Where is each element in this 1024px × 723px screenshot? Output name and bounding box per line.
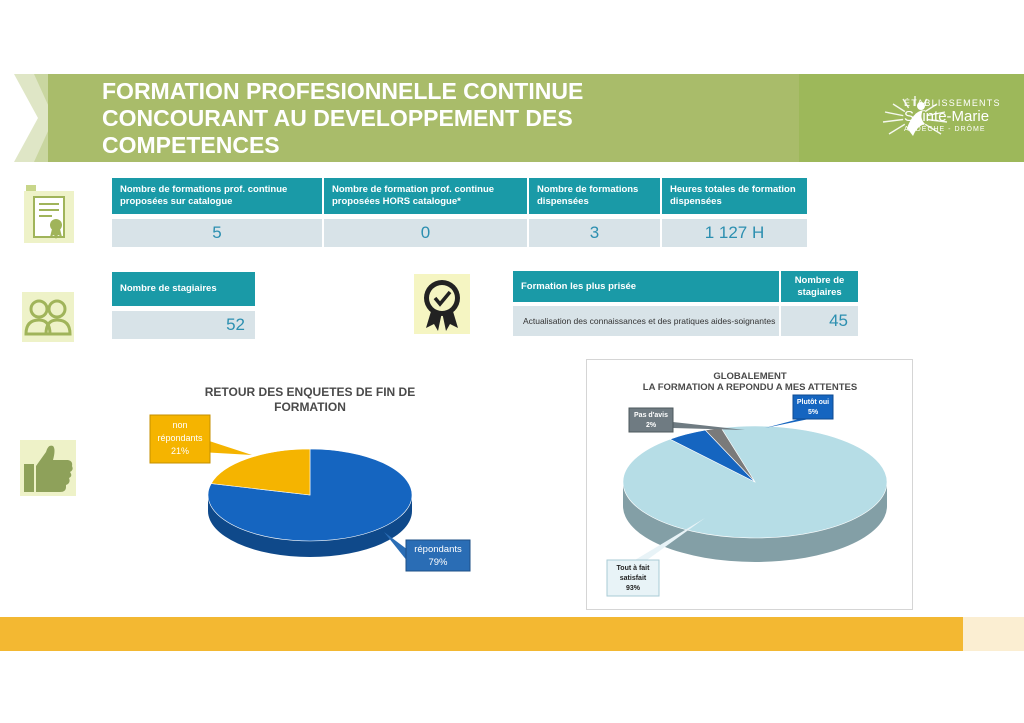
chart1-title: RETOUR DES ENQUETES DE FIN DE FORMATION xyxy=(204,385,416,414)
header-banner xyxy=(48,74,799,162)
stats-value-hors-catalogue: 0 xyxy=(324,219,527,247)
chart1-label-repondants: répondants 79% xyxy=(384,532,471,572)
chart1-label-non-repondants-text: 21% xyxy=(171,446,189,456)
chart1-slice-0 xyxy=(207,448,413,542)
chart2-title: GLOBALEMENT LA FORMATION A REPONDU A MES… xyxy=(600,371,900,393)
chart1-pie: non répondants 21% répondants 79% xyxy=(149,414,471,572)
footer-bar-end xyxy=(963,617,1024,651)
chart2-sides xyxy=(623,482,887,562)
stats-header-dispensees: Nombre de formations dispensées xyxy=(529,178,660,214)
stats-header-catalogue: Nombre de formations prof. continue prop… xyxy=(112,178,322,214)
chart2-title-line: GLOBALEMENT xyxy=(713,371,787,382)
chart2-pie: Tout à fait satisfait 93% Plutôt oui 5% Pas d… xyxy=(606,394,888,597)
stats-header-hors-catalogue: Nombre de formation prof. continue propo… xyxy=(324,178,527,214)
logo-line3: ARDÈCHE - DRÔME xyxy=(904,126,986,133)
page-title-line: FORMATION PROFESIONNELLE CONTINUE xyxy=(102,78,584,104)
page-title: FORMATION PROFESIONNELLE CONTINUE CONCOU… xyxy=(102,78,722,159)
trainees-value: 52 xyxy=(112,311,255,339)
chart2-slice-side xyxy=(623,482,887,562)
medal-check-icon xyxy=(414,274,470,334)
chart1-slice-side xyxy=(208,495,412,557)
chart1-label-non-repondants: non répondants 21% xyxy=(149,414,252,464)
chart2-label-pas-davis: Pas d'avis 2% xyxy=(628,407,745,433)
logo-sun-icon xyxy=(882,96,948,136)
chart2-label-plutot-oui: Plutôt oui 5% xyxy=(765,394,834,428)
thumbs-up-icon xyxy=(20,440,76,496)
popular-training-count: 45 xyxy=(781,306,858,336)
logo-text: ÉTABLISSEMENTS Sainte-Marie ARDÈCHE - DR… xyxy=(904,98,1001,133)
chart2-label-pas-davis-text: Pas d'avis xyxy=(634,412,668,419)
stats-value-catalogue: 5 xyxy=(112,219,322,247)
popular-training-name: Actualisation des connaissances et des p… xyxy=(513,306,779,336)
stats-header-heures: Heures totales de formation dispensées xyxy=(662,178,807,214)
chart2-label-plutot-oui-text: Plutôt oui xyxy=(797,399,829,406)
page-title-line: CONCOURANT AU DEVELOPPEMENT DES xyxy=(102,105,573,131)
chart2-label-satisfait-text: Tout à fait xyxy=(617,565,651,572)
stats-value-dispensees: 3 xyxy=(529,219,660,247)
chart2-label-satisfait-text: satisfait xyxy=(620,575,647,582)
chart2-label-pas-davis-text: 2% xyxy=(646,422,657,429)
chart1-label-non-repondants-text: répondants xyxy=(157,433,203,443)
logo-line1: ÉTABLISSEMENTS xyxy=(904,98,1001,108)
chart2-label-satisfait-text: 93% xyxy=(626,585,641,592)
chart1-label-repondants-text: répondants xyxy=(414,544,462,555)
chart2-label-plutot-oui-text: 5% xyxy=(808,409,819,416)
chart1-label-non-repondants-text: non xyxy=(172,420,187,430)
trainees-header: Nombre de stagiaires xyxy=(112,272,255,306)
chart2-label-satisfait: Tout à fait satisfait 93% xyxy=(606,518,705,597)
stats-value-heures: 1 127 H xyxy=(662,219,807,247)
people-icon xyxy=(22,292,74,342)
popular-header-label: Formation les plus prisée xyxy=(513,271,779,302)
footer-bar xyxy=(0,617,963,651)
page-title-line: COMPETENCES xyxy=(102,132,280,158)
certificate-icon xyxy=(24,185,74,243)
chart1-label-repondants-text: 79% xyxy=(428,557,448,568)
chart1-sides xyxy=(208,495,412,557)
chart1-slice-1 xyxy=(210,448,311,496)
chart2-title-line: LA FORMATION A REPONDU A MES ATTENTES xyxy=(642,382,858,393)
popular-header-count: Nombre de stagiaires xyxy=(781,271,858,302)
logo-line2: Sainte-Marie xyxy=(904,108,990,125)
